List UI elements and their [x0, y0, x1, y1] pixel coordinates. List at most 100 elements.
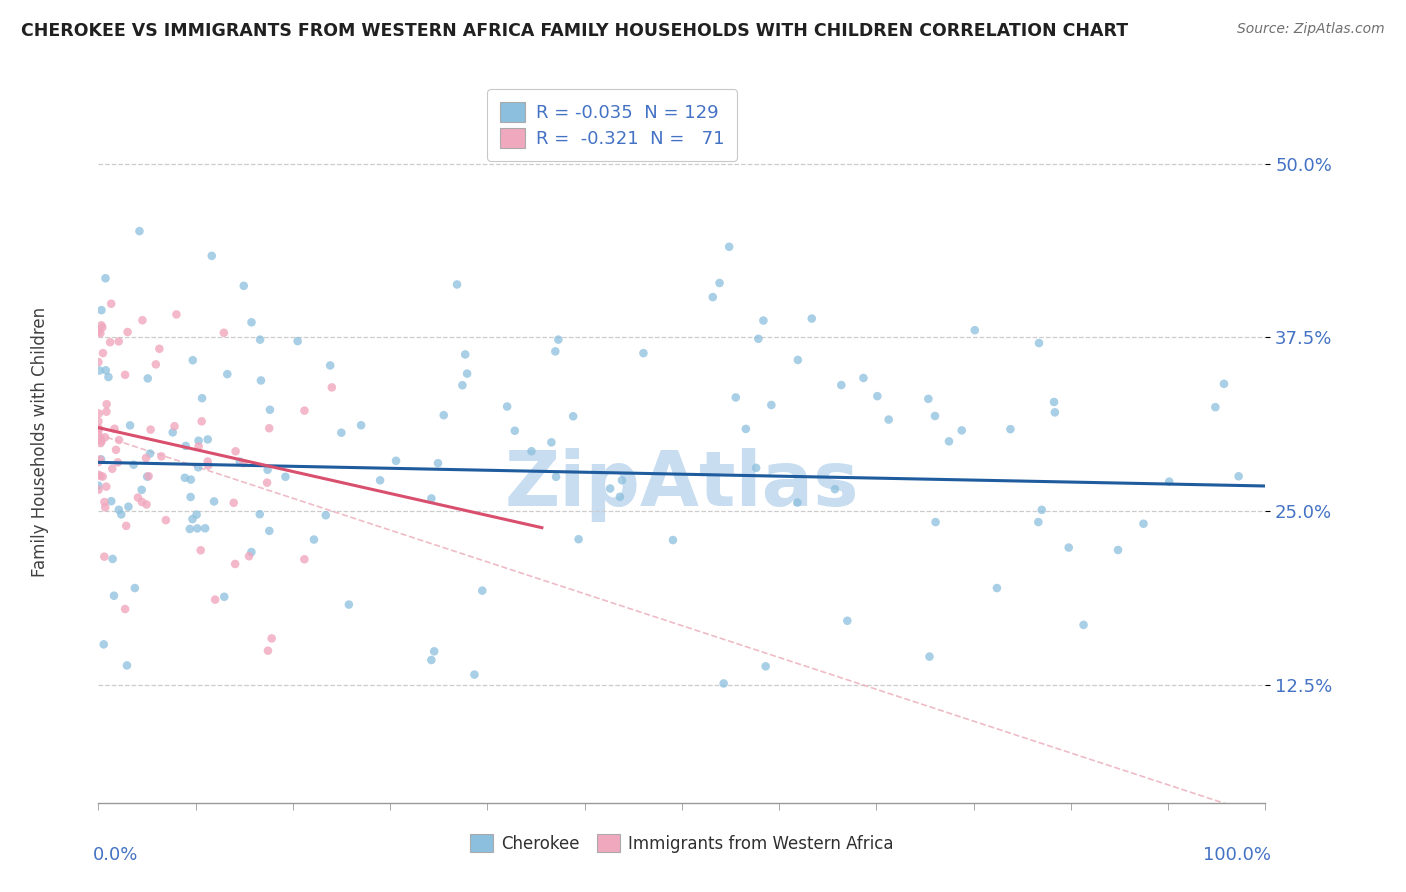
- Point: [224, 557, 246, 571]
- Point: [702, 290, 724, 304]
- Point: [330, 425, 353, 440]
- Point: [256, 463, 278, 477]
- Point: [166, 307, 188, 321]
- Point: [963, 323, 986, 337]
- Point: [136, 469, 159, 483]
- Point: [93, 549, 115, 564]
- Point: [496, 400, 519, 414]
- Point: [924, 409, 946, 423]
- Point: [181, 512, 204, 526]
- Point: [745, 461, 768, 475]
- Point: [120, 418, 142, 433]
- Point: [97, 370, 120, 384]
- Point: [222, 496, 245, 510]
- Point: [225, 444, 247, 458]
- Point: [877, 412, 900, 426]
- Point: [249, 507, 271, 521]
- Point: [724, 391, 747, 405]
- Point: [87, 428, 110, 442]
- Point: [350, 418, 373, 433]
- Point: [96, 397, 118, 411]
- Point: [420, 491, 443, 506]
- Point: [1227, 469, 1250, 483]
- Point: [212, 326, 235, 340]
- Point: [94, 271, 117, 285]
- Point: [91, 469, 114, 483]
- Point: [174, 439, 197, 453]
- Text: Source: ZipAtlas.com: Source: ZipAtlas.com: [1237, 22, 1385, 37]
- Point: [135, 498, 157, 512]
- Point: [274, 469, 297, 483]
- Point: [1213, 376, 1236, 391]
- Point: [127, 491, 149, 505]
- Point: [179, 522, 201, 536]
- Point: [105, 442, 128, 457]
- Point: [463, 667, 485, 681]
- Point: [1031, 503, 1053, 517]
- Point: [924, 515, 946, 529]
- Point: [202, 494, 225, 508]
- Point: [96, 480, 118, 494]
- Point: [162, 425, 184, 440]
- Point: [93, 637, 115, 651]
- Point: [446, 277, 468, 292]
- Point: [128, 224, 150, 238]
- Point: [90, 452, 112, 467]
- Point: [117, 325, 139, 339]
- Point: [101, 462, 124, 476]
- Point: [546, 470, 568, 484]
- Point: [124, 581, 146, 595]
- Point: [94, 500, 117, 515]
- Point: [197, 433, 219, 447]
- Point: [610, 473, 633, 487]
- Point: [420, 653, 443, 667]
- Point: [100, 494, 122, 508]
- Point: [204, 592, 226, 607]
- Point: [90, 434, 112, 449]
- Point: [108, 433, 131, 447]
- Point: [718, 240, 741, 254]
- Point: [89, 326, 111, 341]
- Point: [89, 436, 111, 450]
- Point: [186, 521, 208, 535]
- Point: [232, 456, 254, 470]
- Point: [986, 581, 1008, 595]
- Text: CHEROKEE VS IMMIGRANTS FROM WESTERN AFRICA FAMILY HOUSEHOLDS WITH CHILDREN CORRE: CHEROKEE VS IMMIGRANTS FROM WESTERN AFRI…: [21, 22, 1128, 40]
- Point: [103, 589, 125, 603]
- Point: [427, 456, 450, 470]
- Point: [1043, 405, 1066, 419]
- Point: [87, 467, 110, 482]
- Point: [201, 249, 224, 263]
- Point: [87, 483, 110, 497]
- Point: [287, 334, 309, 348]
- Point: [94, 363, 117, 377]
- Point: [471, 583, 494, 598]
- Point: [433, 408, 456, 422]
- Point: [568, 533, 591, 547]
- Point: [238, 549, 260, 564]
- Point: [752, 313, 775, 327]
- Point: [148, 342, 170, 356]
- Point: [292, 552, 315, 566]
- Point: [138, 469, 160, 483]
- Point: [131, 483, 153, 497]
- Point: [94, 430, 117, 444]
- Point: [89, 432, 111, 446]
- Point: [87, 423, 110, 437]
- Point: [257, 643, 280, 657]
- Point: [321, 380, 343, 394]
- Point: [87, 414, 110, 428]
- Point: [385, 454, 408, 468]
- Point: [91, 320, 114, 334]
- Point: [89, 363, 111, 377]
- Point: [173, 471, 195, 485]
- Point: [139, 423, 162, 437]
- Point: [90, 318, 112, 333]
- Point: [87, 407, 110, 421]
- Point: [87, 325, 110, 339]
- Point: [852, 371, 875, 385]
- Point: [89, 452, 111, 467]
- Point: [190, 414, 212, 428]
- Point: [187, 440, 209, 454]
- Point: [90, 469, 112, 483]
